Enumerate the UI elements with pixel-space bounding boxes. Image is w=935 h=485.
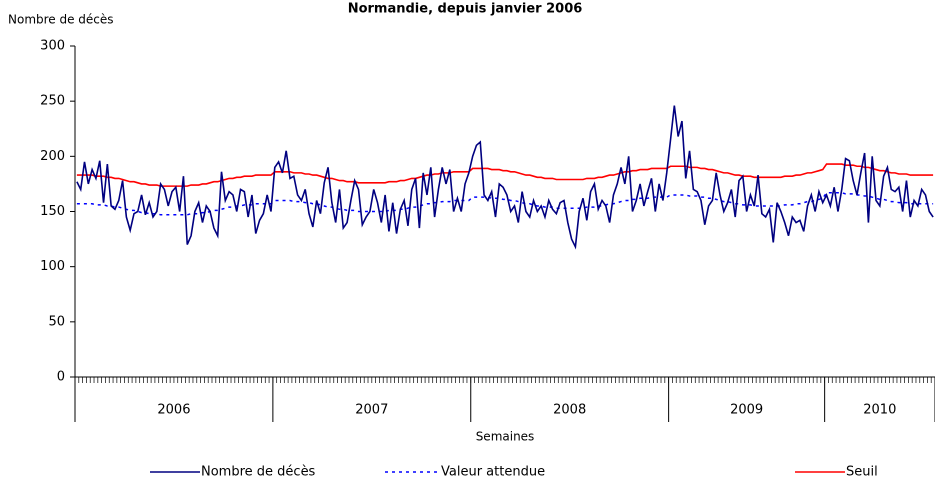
- series-line: [76, 163, 934, 187]
- y-tick-label: 200: [40, 149, 65, 164]
- year-label: 2009: [730, 403, 763, 418]
- y-tick-label: 150: [40, 204, 65, 219]
- year-label: 2007: [355, 403, 388, 418]
- y-axis-label: Nombre de décès: [8, 13, 114, 27]
- x-axis-label: Semaines: [476, 430, 535, 444]
- y-tick-label: 100: [40, 259, 65, 274]
- y-tick-label: 300: [40, 39, 65, 54]
- legend-label: Seuil: [846, 465, 878, 480]
- y-tick-label: 250: [40, 94, 65, 109]
- legend-label: Valeur attendue: [441, 465, 545, 480]
- year-label: 2006: [157, 403, 190, 418]
- chart-title: Normandie, depuis janvier 2006: [348, 2, 583, 17]
- y-tick-label: 0: [57, 370, 65, 385]
- y-tick-label: 50: [48, 314, 65, 329]
- year-label: 2010: [863, 403, 896, 418]
- year-label: 2008: [553, 403, 586, 418]
- legend-label: Nombre de décès: [201, 465, 316, 480]
- series-line: [76, 105, 934, 250]
